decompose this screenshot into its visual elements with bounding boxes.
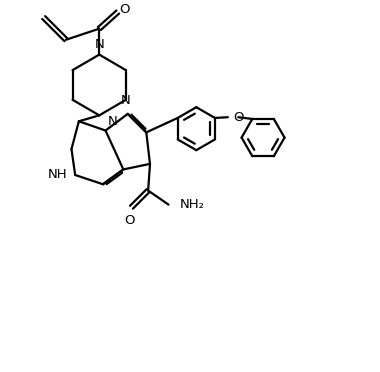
Text: O: O xyxy=(124,214,135,227)
Text: O: O xyxy=(119,3,129,16)
Text: N: N xyxy=(121,94,131,107)
Text: O: O xyxy=(233,111,244,124)
Text: N: N xyxy=(94,38,104,51)
Text: NH: NH xyxy=(48,169,68,182)
Text: NH₂: NH₂ xyxy=(180,198,204,211)
Text: N: N xyxy=(108,115,117,128)
